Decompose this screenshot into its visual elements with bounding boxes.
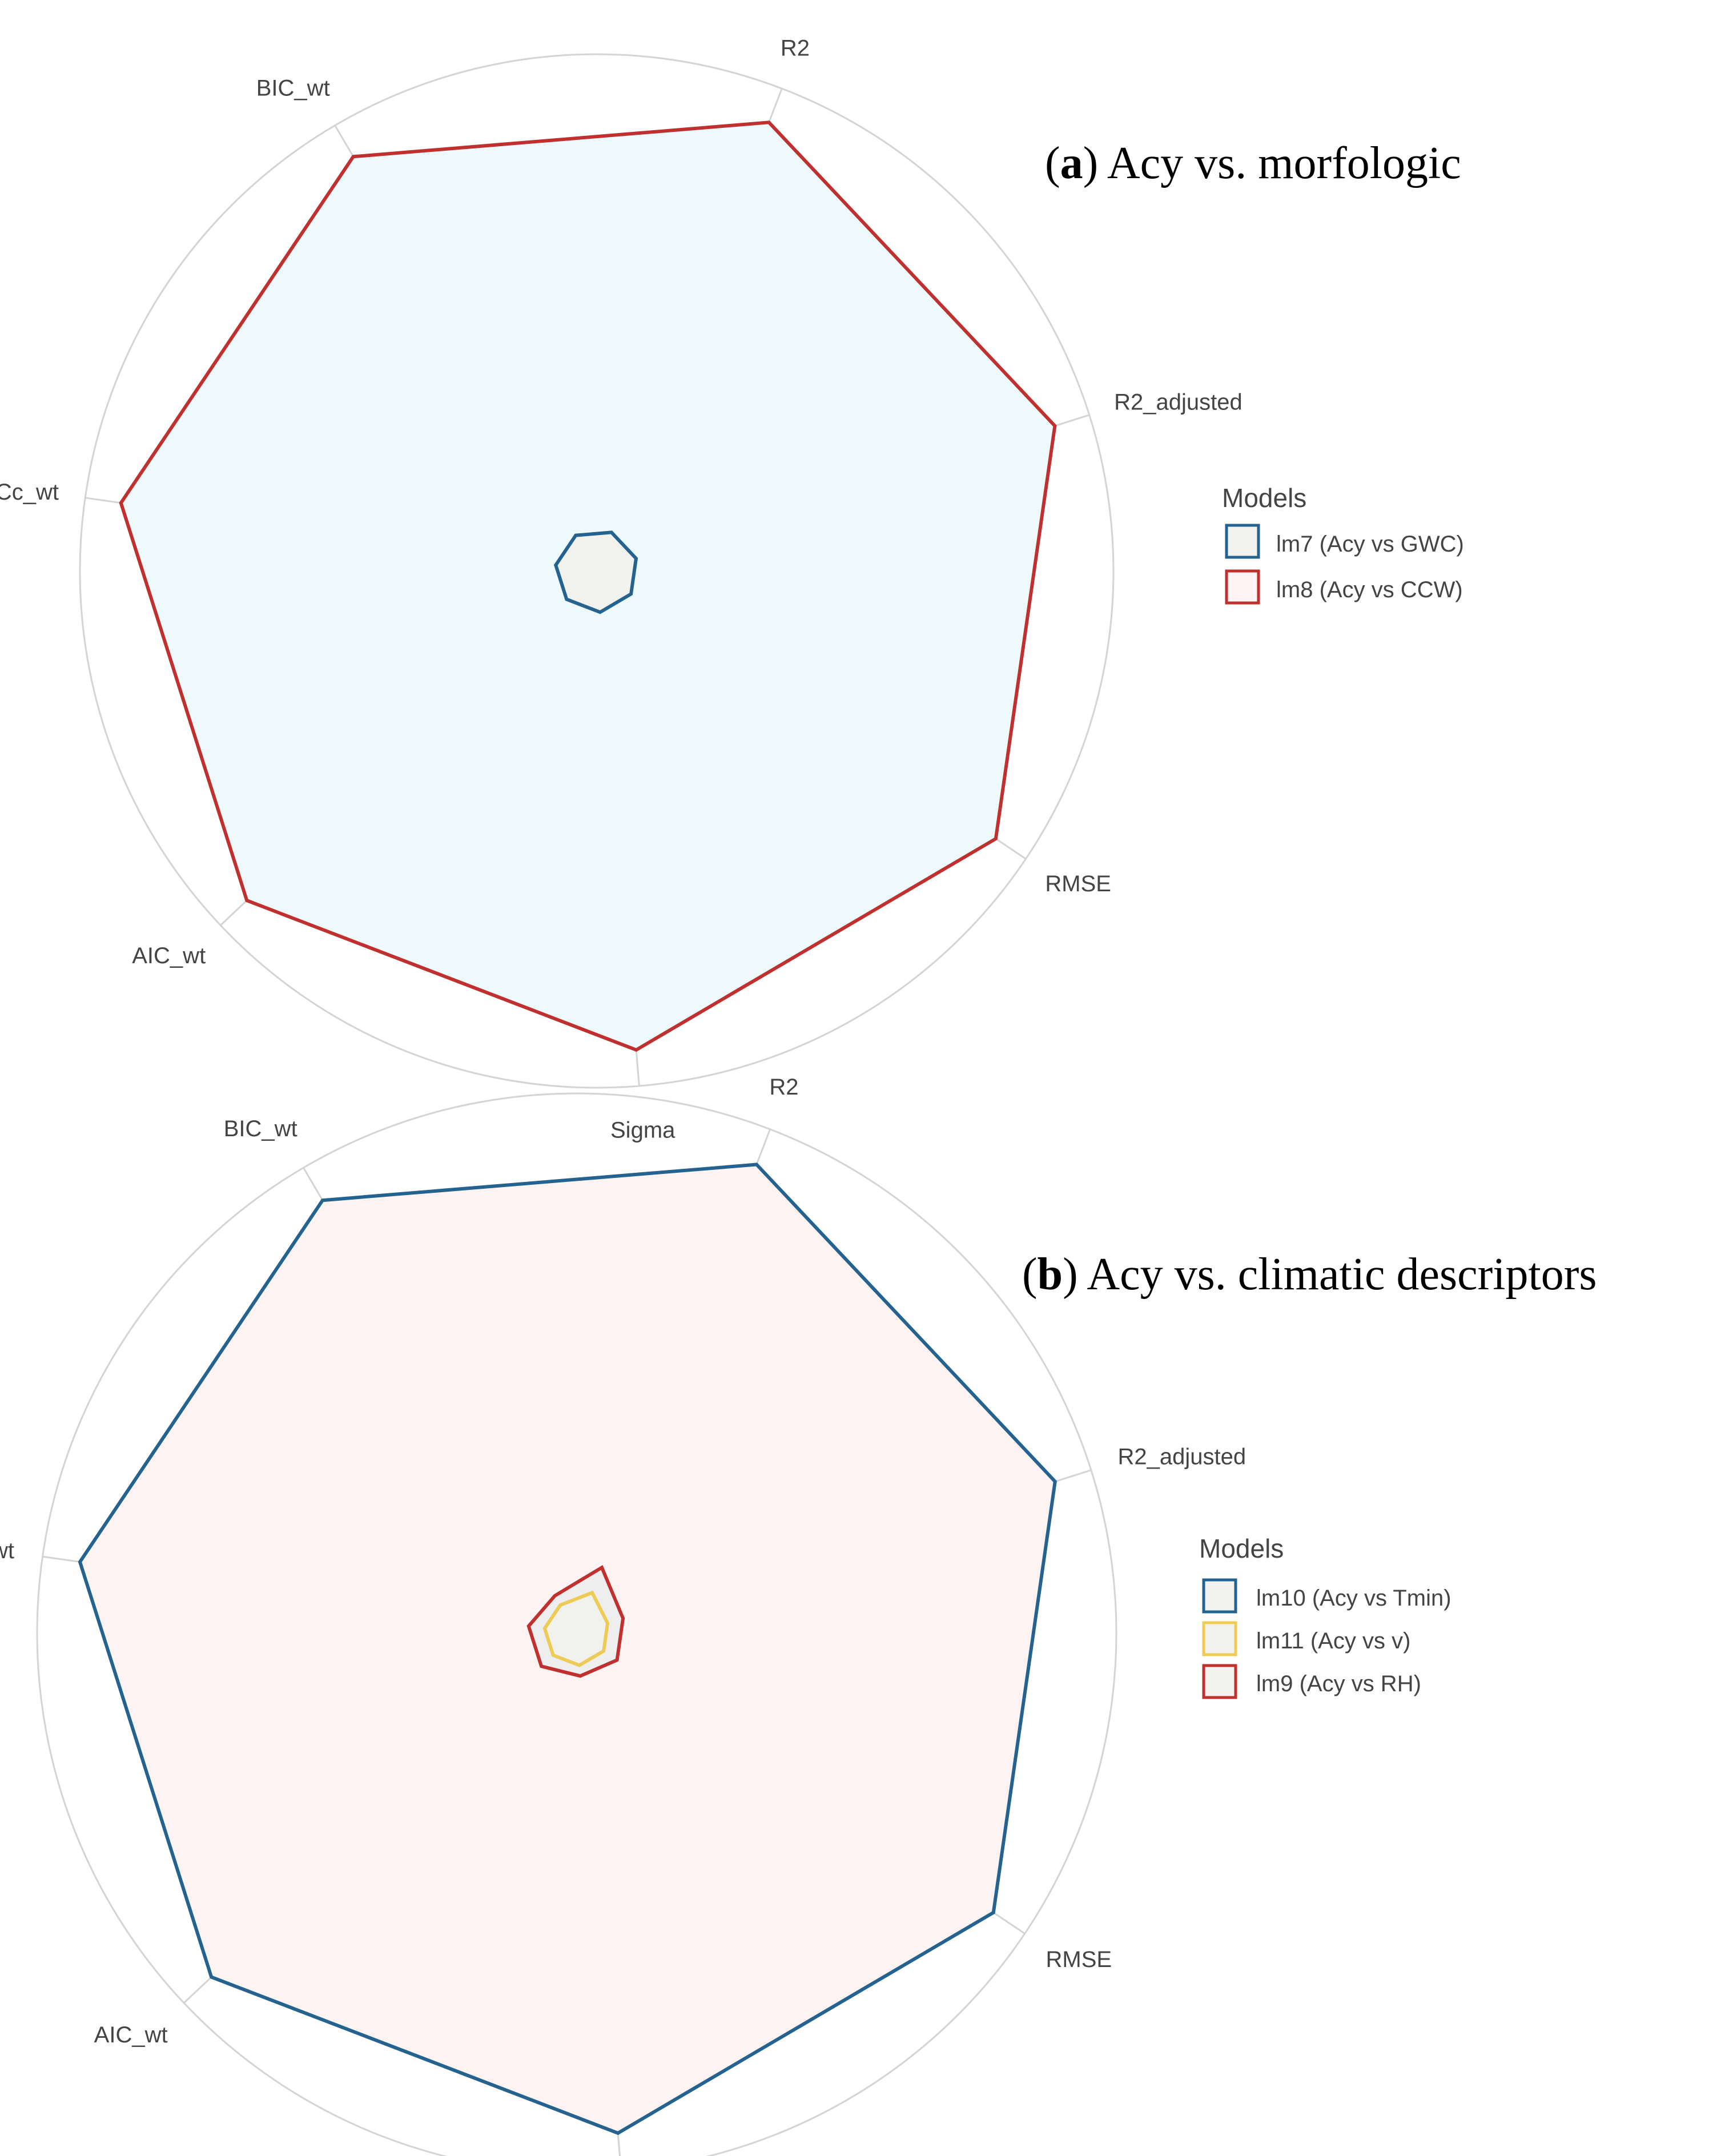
legend-label-lm8: (Acy vs CCW) — [1320, 577, 1463, 602]
legend-item-lm9[interactable]: lm9 (Acy vs RH) — [1256, 1671, 1421, 1696]
legend-label-lm9: (Acy vs RH) — [1300, 1671, 1421, 1696]
legend-label-lm11: (Acy vs v) — [1310, 1628, 1411, 1654]
legend-item-lm10[interactable]: lm10 (Acy vs Tmin) — [1256, 1586, 1451, 1611]
legend-item-lm8[interactable]: lm8 (Acy vs CCW) — [1276, 577, 1463, 602]
panel-label-a: a — [1060, 138, 1083, 188]
panel-title-text-b: Acy vs. climatic descriptors — [1087, 1249, 1597, 1300]
legend-label-lm7: (Acy vs GWC) — [1320, 532, 1464, 557]
legend-item-lm7[interactable]: lm7 (Acy vs GWC) — [1276, 532, 1464, 557]
legend-name-lm7: lm7 — [1276, 532, 1313, 557]
axis-label-bic-wt: BIC_wt — [256, 75, 330, 100]
axis-label-r2-adjusted: R2_adjusted — [1114, 390, 1243, 415]
legend-swatch-lm7[interactable] — [1225, 524, 1260, 559]
axis-label-aicc-wt: AICc_wt — [0, 1538, 14, 1563]
panel-title-a: (a) Acy vs. morfologic — [1045, 138, 1461, 188]
legend-name-lm11: lm11 — [1256, 1628, 1304, 1654]
panel-title-b: (b) Acy vs. climatic descriptors — [1022, 1249, 1597, 1300]
panel-label-b: b — [1038, 1249, 1063, 1300]
legend-b: Models lm10 (Acy vs Tmin) lm11 (Acy vs v… — [1199, 1534, 1451, 1699]
axis-label-r2-adjusted: R2_adjusted — [1118, 1445, 1246, 1470]
axis-label-r2: R2 — [781, 35, 810, 61]
axis-label-aicc-wt: AICc_wt — [0, 480, 59, 505]
grid-ring-5 — [36, 1092, 1117, 2156]
legend-swatch-lm8[interactable] — [1225, 569, 1260, 605]
axis-label-rmse: RMSE — [1046, 1947, 1112, 1972]
legend-swatch-lm11[interactable] — [1202, 1621, 1237, 1656]
axis-labels-b: R2 R2_adjusted RMSE Sigma AIC_wt AICc_wt BIC_w… — [0, 1075, 1246, 2048]
panel-title-text-a: Acy vs. morfologic — [1107, 138, 1461, 188]
legend-a: Models lm7 (Acy vs GWC) lm8 (Acy vs CCW) — [1222, 483, 1464, 605]
series-lm7[interactable] — [554, 530, 638, 614]
axis-label-aic-wt: AIC_wt — [132, 943, 206, 968]
legend-title-b: Models — [1199, 1534, 1284, 1563]
grid-ring-5 — [79, 53, 1115, 1089]
axis-label-sigma: Sigma — [610, 1118, 675, 1143]
series-lm11[interactable] — [542, 1590, 610, 1667]
legend-label-lm10: (Acy vs Tmin) — [1312, 1586, 1451, 1611]
legend-name-lm10: lm10 — [1256, 1586, 1306, 1611]
axis-label-aic-wt: AIC_wt — [94, 2022, 168, 2048]
legend-swatch-lm10[interactable] — [1202, 1578, 1237, 1614]
legend-item-lm11[interactable]: lm11 (Acy vs v) — [1256, 1628, 1410, 1654]
axis-label-bic-wt: BIC_wt — [224, 1116, 297, 1141]
axis-label-rmse: RMSE — [1045, 871, 1111, 896]
legend-swatch-lm9[interactable] — [1202, 1664, 1237, 1699]
radar-series-b — [78, 1163, 1057, 2135]
legend-title-a: Models — [1222, 483, 1306, 513]
radar-series-a — [119, 120, 1057, 1052]
axis-label-r2: R2 — [769, 1075, 798, 1100]
legend-name-lm9: lm9 — [1256, 1671, 1293, 1696]
radar-panel-b: R2 R2_adjusted RMSE Sigma AIC_wt AICc_wt BIC_w… — [0, 1075, 1597, 2156]
axis-labels-a: R2 R2_adjusted RMSE Sigma AIC_wt AICc_wt BIC_w… — [0, 35, 1243, 1143]
radar-panel-a: R2 R2_adjusted RMSE Sigma AIC_wt AICc_wt BIC_w… — [0, 35, 1464, 1143]
legend-name-lm8: lm8 — [1276, 577, 1313, 602]
